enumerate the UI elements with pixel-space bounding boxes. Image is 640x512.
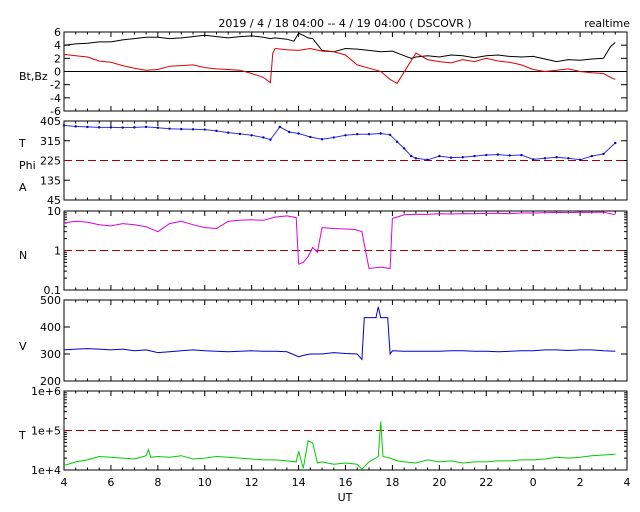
x-axis-label: UT bbox=[338, 491, 353, 504]
y-tick-label-density: 0.1 bbox=[44, 284, 62, 297]
y-tick-label-bt-bz: 6 bbox=[54, 26, 61, 39]
series-line-temperature-0 bbox=[63, 421, 616, 470]
y-tick-label-temperature: 1e+6 bbox=[31, 385, 61, 398]
series-line-bt-bz-1 bbox=[63, 47, 616, 84]
series-line-bt-bz-0 bbox=[63, 32, 616, 63]
realtime-label: realtime bbox=[584, 17, 630, 30]
y-axis-label-speed: V bbox=[19, 340, 27, 353]
x-tick-label: 4 bbox=[61, 476, 68, 489]
x-tick-label: 22 bbox=[479, 476, 493, 489]
y-tick-label-speed: 200 bbox=[40, 375, 61, 388]
x-tick-label: 2 bbox=[577, 476, 584, 489]
y-axis-label-bt-bz: Bt,Bz bbox=[19, 70, 48, 83]
x-tick-label: 14 bbox=[292, 476, 306, 489]
y-tick-label-temperature: 1e+5 bbox=[31, 425, 61, 438]
x-tick-label: 10 bbox=[198, 476, 212, 489]
y-tick-label-t-phi-a: 315 bbox=[40, 135, 61, 148]
y-tick-label-bt-bz: -4 bbox=[50, 92, 61, 105]
y-tick-label-speed: 500 bbox=[40, 294, 61, 307]
y-tick-label-temperature: 1e+4 bbox=[31, 464, 61, 477]
y-tick-label-t-phi-a: 225 bbox=[40, 155, 61, 168]
y-axis-label-density: N bbox=[19, 249, 27, 262]
y-tick-label-bt-bz: -6 bbox=[50, 105, 61, 118]
y-tick-label-bt-bz: 0 bbox=[54, 66, 61, 79]
y-tick-label-speed: 300 bbox=[40, 348, 61, 361]
x-tick-label: 20 bbox=[432, 476, 446, 489]
x-tick-label: 12 bbox=[245, 476, 259, 489]
series-line-density-0 bbox=[63, 211, 616, 270]
series-line-t-phi-a-0 bbox=[63, 124, 616, 161]
series-line-speed-0 bbox=[63, 306, 616, 361]
x-tick-label: 16 bbox=[339, 476, 353, 489]
y-tick-label-bt-bz: -2 bbox=[50, 79, 61, 92]
y-tick-label-density: 1 bbox=[54, 245, 61, 258]
panel-frame-speed bbox=[63, 299, 628, 382]
y-axis-label-temperature: T bbox=[18, 429, 26, 442]
y-tick-label-density: 10 bbox=[47, 205, 61, 218]
y-axis-label-t-phi-a: Phi bbox=[19, 159, 36, 172]
x-tick-label: 4 bbox=[624, 476, 631, 489]
y-tick-label-bt-bz: 4 bbox=[54, 39, 61, 52]
x-tick-label: 6 bbox=[107, 476, 114, 489]
y-tick-label-bt-bz: 2 bbox=[54, 52, 61, 65]
y-tick-label-speed: 400 bbox=[40, 321, 61, 334]
y-axis-label-t-phi-a: T bbox=[18, 137, 26, 150]
y-tick-label-t-phi-a: 45 bbox=[47, 194, 61, 207]
chart-title: 2019 / 4 / 18 04:00 -- 4 / 19 04:00 ( DS… bbox=[218, 17, 471, 30]
y-tick-label-t-phi-a: 405 bbox=[40, 115, 61, 128]
x-tick-label: 0 bbox=[530, 476, 537, 489]
y-axis-label-t-phi-a: A bbox=[19, 181, 27, 194]
y-tick-label-t-phi-a: 135 bbox=[40, 174, 61, 187]
data-point-t-phi-a bbox=[62, 124, 66, 127]
traces-layer bbox=[62, 32, 627, 470]
axes-layer: 6420-2-4-6Bt,Bz40531522513545TPhiA1010.1… bbox=[18, 26, 631, 489]
x-tick-label: 18 bbox=[385, 476, 399, 489]
x-tick-label: 8 bbox=[154, 476, 161, 489]
